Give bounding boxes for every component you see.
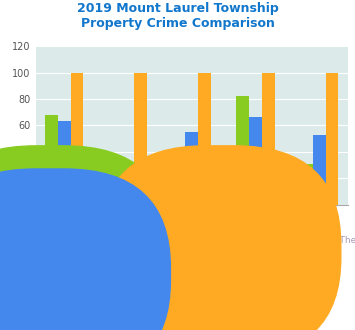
Text: National: National: [238, 246, 279, 256]
Bar: [134, 73, 147, 205]
Bar: [71, 73, 83, 205]
Bar: [326, 73, 338, 205]
Text: Larceny & Theft: Larceny & Theft: [219, 223, 291, 232]
Bar: [58, 121, 71, 205]
Text: Burglary: Burglary: [173, 236, 211, 245]
Text: All Property Crime: All Property Crime: [23, 236, 105, 245]
Bar: [173, 162, 185, 205]
Bar: [313, 135, 326, 205]
Text: Mount Laurel Township: Mount Laurel Township: [67, 246, 179, 256]
Bar: [45, 115, 58, 205]
Bar: [300, 164, 313, 205]
Text: New Jersey: New Jersey: [67, 269, 122, 279]
Bar: [198, 73, 211, 205]
Text: © 2024 CityRating.com - https://www.cityrating.com/crime-statistics/: © 2024 CityRating.com - https://www.city…: [45, 322, 310, 330]
Text: 2019 Mount Laurel Township
Property Crime Comparison: 2019 Mount Laurel Township Property Crim…: [77, 2, 278, 30]
Text: Arson: Arson: [115, 223, 141, 232]
Bar: [262, 73, 274, 205]
Text: Motor Vehicle Theft: Motor Vehicle Theft: [275, 236, 355, 245]
Bar: [236, 96, 249, 205]
Text: Compared to U.S. average. (U.S. average equals 100): Compared to U.S. average. (U.S. average …: [30, 302, 325, 312]
Bar: [185, 132, 198, 205]
Bar: [249, 117, 262, 205]
